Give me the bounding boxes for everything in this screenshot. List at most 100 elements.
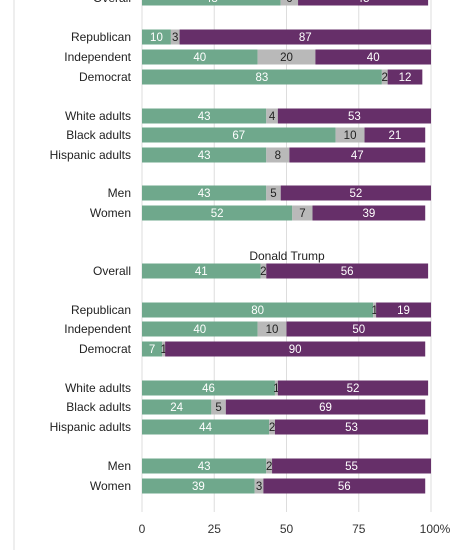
data-label: 24 [170, 402, 183, 414]
category-label: Women [90, 206, 131, 220]
data-label: 7 [149, 344, 155, 356]
x-tick-label: 75 [352, 522, 366, 536]
category-label: Independent [64, 322, 131, 336]
data-label: 55 [345, 461, 358, 473]
bar-favorable [142, 380, 275, 396]
data-label: 80 [251, 305, 264, 317]
data-label: 5 [270, 188, 276, 200]
data-label: 83 [256, 72, 269, 84]
data-label: 52 [211, 208, 224, 220]
bar-favorable [142, 321, 258, 337]
data-label: 21 [388, 130, 401, 142]
bar-unfavorable [286, 321, 431, 337]
category-label: White adults [65, 109, 131, 123]
bar-neither [274, 380, 278, 396]
bar-favorable [142, 205, 293, 221]
data-label: 6 [286, 0, 292, 5]
bar-neither [266, 458, 273, 474]
data-label: 39 [192, 481, 205, 493]
data-label: 56 [341, 266, 354, 278]
x-tick-label: 100% [420, 522, 451, 536]
bar-neither [211, 399, 226, 415]
bar-favorable [142, 49, 258, 65]
bar-neither [266, 108, 278, 124]
data-label: 43 [198, 111, 211, 123]
bar-unfavorable [274, 419, 429, 435]
data-label: 50 [352, 324, 365, 336]
bar-unfavorable [277, 108, 431, 124]
data-label: 41 [195, 266, 208, 278]
data-label: 40 [193, 52, 206, 64]
bar-unfavorable [225, 399, 426, 415]
bar-neither [260, 263, 267, 279]
data-label: 1 [160, 344, 166, 356]
bar-neither [257, 49, 316, 65]
data-label: 1 [273, 383, 279, 395]
category-label: Republican [71, 303, 131, 317]
bar-unfavorable [289, 147, 426, 163]
data-label: 44 [199, 422, 212, 434]
data-label: 3 [172, 32, 178, 44]
data-label: 2 [260, 266, 266, 278]
category-label: Women [90, 479, 131, 493]
bar-favorable [142, 127, 336, 143]
data-label: 45 [357, 0, 370, 5]
bar-neither [162, 341, 166, 357]
bar-neither [257, 321, 287, 337]
data-label: 47 [351, 150, 364, 162]
bar-favorable [142, 419, 270, 435]
bar-unfavorable [364, 127, 426, 143]
bar-unfavorable [272, 458, 431, 474]
data-label: 40 [367, 52, 380, 64]
bar-favorable [142, 69, 382, 85]
bar-favorable [142, 302, 374, 318]
bar-neither [266, 185, 281, 201]
bar-favorable [142, 108, 267, 124]
bar-unfavorable [179, 29, 431, 45]
bar-favorable [142, 458, 267, 474]
bar-favorable [142, 399, 212, 415]
data-label: 1 [371, 305, 377, 317]
data-label: 43 [198, 461, 211, 473]
data-label: 56 [338, 481, 351, 493]
x-tick-label: 0 [139, 522, 146, 536]
data-label: 10 [344, 130, 357, 142]
data-label: 4 [269, 111, 276, 123]
data-label: 67 [232, 130, 245, 142]
bar-neither [280, 0, 299, 6]
data-label: 53 [345, 422, 358, 434]
data-label: 48 [205, 0, 218, 5]
bar-favorable [142, 341, 163, 357]
category-label: Men [108, 186, 131, 200]
data-label: 2 [266, 461, 272, 473]
bar-unfavorable [277, 380, 429, 396]
category-label: Hispanic adults [50, 148, 131, 162]
bar-favorable [142, 478, 255, 494]
category-label: Democrat [79, 342, 132, 356]
bar-unfavorable [376, 302, 431, 318]
bar-favorable [142, 29, 171, 45]
category-label: Independent [64, 50, 131, 64]
data-label: 8 [275, 150, 281, 162]
bar-neither [381, 69, 388, 85]
bar-unfavorable [165, 341, 426, 357]
category-label: Black adults [66, 400, 131, 414]
category-label: Men [108, 459, 131, 473]
category-label: White adults [65, 381, 131, 395]
bar-favorable [142, 263, 261, 279]
category-label: Overall [93, 0, 131, 5]
data-label: 19 [397, 305, 410, 317]
bar-favorable [142, 185, 267, 201]
data-label: 43 [198, 150, 211, 162]
bar-unfavorable [298, 0, 429, 6]
bar-unfavorable [280, 185, 431, 201]
bar-unfavorable [387, 69, 423, 85]
data-label: 90 [289, 344, 302, 356]
category-label: Republican [71, 30, 131, 44]
bar-neither [269, 419, 275, 435]
data-label: 87 [299, 32, 312, 44]
data-label: 53 [348, 111, 361, 123]
data-label: 3 [256, 481, 262, 493]
category-label: Hispanic adults [50, 420, 131, 434]
